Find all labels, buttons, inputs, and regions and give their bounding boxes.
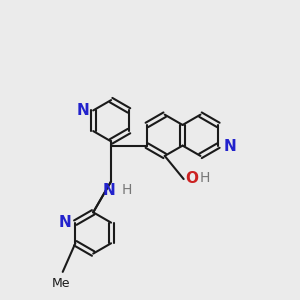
Text: N: N xyxy=(103,183,116,198)
Text: N: N xyxy=(224,139,236,154)
Text: H: H xyxy=(122,183,132,196)
Text: O: O xyxy=(185,171,198,186)
Text: Me: Me xyxy=(51,277,70,290)
Text: N: N xyxy=(58,215,71,230)
Text: N: N xyxy=(76,103,89,118)
Text: H: H xyxy=(200,171,210,185)
